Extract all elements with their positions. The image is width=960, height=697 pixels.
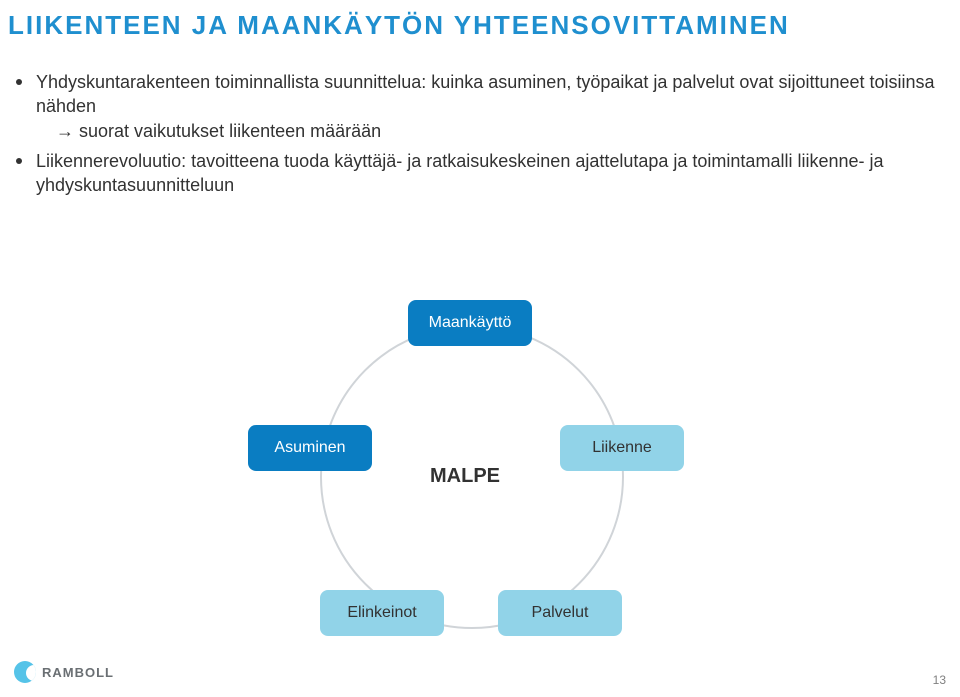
logo-text: RAMBOLL [42,665,114,680]
malpe-diagram: MALPE Maankäyttö Asuminen Liikenne Elink… [0,270,960,697]
node-asuminen: Asuminen [248,425,372,471]
brand-logo: RAMBOLL [14,661,114,683]
bullet-dot-icon [16,158,22,164]
node-liikenne: Liikenne [560,425,684,471]
bullet-list: Yhdyskuntarakenteen toiminnallista suunn… [16,70,936,203]
node-maankaytto: Maankäyttö [408,300,532,346]
diagram-center-label: MALPE [430,465,500,488]
bullet-item: Liikennerevoluutio: tavoitteena tuoda kä… [16,149,936,198]
bullet-dot-icon [16,79,22,85]
node-palvelut: Palvelut [498,590,622,636]
page-number: 13 [933,673,946,687]
node-elinkeinot: Elinkeinot [320,590,444,636]
bullet-text: Liikennerevoluutio: tavoitteena tuoda kä… [36,149,936,198]
page-title: LIIKENTEEN JA MAANKÄYTÖN YHTEENSOVITTAMI… [0,10,960,41]
bullet-text: Yhdyskuntarakenteen toiminnallista suunn… [36,70,936,119]
bullet-item: Yhdyskuntarakenteen toiminnallista suunn… [16,70,936,143]
logo-mark-icon [14,661,36,683]
bullet-subtext: → suorat vaikutukset liikenteen määrään [56,119,936,143]
